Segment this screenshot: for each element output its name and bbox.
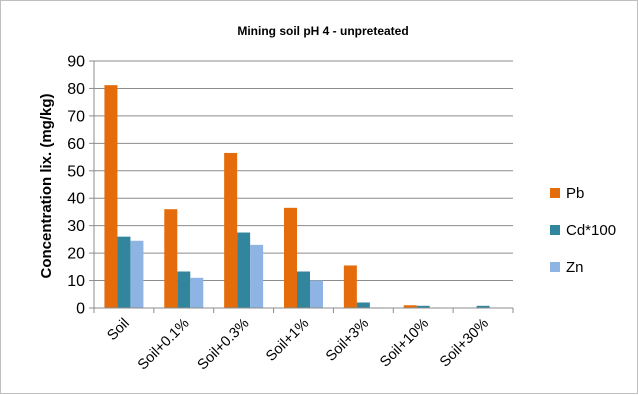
- y-tick-label: 70: [67, 108, 85, 125]
- legend-label: Zn: [566, 259, 584, 276]
- bar-pb-5: [403, 305, 417, 308]
- bar-zn-1: [190, 277, 204, 308]
- bar-cd100-1: [177, 271, 191, 308]
- bar-zn-2: [250, 244, 264, 308]
- legend-swatch: [550, 225, 560, 235]
- legend-label: Cd*100: [566, 222, 616, 239]
- x-tick-label: Soil+0.3%: [195, 315, 253, 373]
- x-tick-label: Soil+3%: [323, 315, 372, 364]
- x-tick-label: Soil+0.1%: [135, 315, 193, 373]
- y-tick-label: 10: [67, 273, 85, 290]
- y-tick-label: 90: [67, 54, 85, 71]
- legend-swatch: [550, 262, 560, 272]
- x-tick-label: Soil: [104, 316, 132, 344]
- chart-title: Mining soil pH 4 - unpreteated: [237, 24, 408, 38]
- bar-cd100-4: [356, 302, 370, 308]
- y-tick-label: 30: [67, 218, 85, 235]
- x-tick-label: Soil+30%: [437, 315, 492, 370]
- x-tick-label: Soil+1%: [263, 315, 312, 364]
- y-axis: 0 10 20 30 40 50 60 70 80 90: [67, 54, 95, 318]
- bar-cd100-5: [416, 305, 430, 308]
- y-tick-label: 40: [67, 191, 85, 208]
- bar-pb-3: [284, 207, 297, 308]
- bar-cd100-6: [476, 305, 490, 308]
- gridlines: [94, 60, 513, 282]
- legend: Pb Cd*100 Zn: [550, 185, 616, 276]
- bar-pb-4: [343, 265, 357, 308]
- x-tick-label: Soil+10%: [377, 315, 432, 370]
- legend-label: Pb: [566, 185, 584, 202]
- bar-cd100-3: [297, 271, 310, 308]
- bar-pb-2: [224, 152, 238, 308]
- y-axis-label: Concentration lix. (mg/kg): [38, 93, 55, 278]
- y-tick-label: 0: [76, 301, 85, 318]
- y-tick-label: 60: [67, 136, 85, 153]
- x-axis: Soil Soil+0.1% Soil+0.3% Soil+1% Soil+3% Soil…: [93, 307, 514, 373]
- y-tick-label: 50: [67, 163, 85, 180]
- bar-cd100-0: [117, 236, 131, 308]
- bar-cd100-2: [237, 232, 251, 308]
- legend-swatch: [550, 188, 560, 198]
- y-tick-label: 20: [67, 246, 85, 263]
- bar-pb-1: [164, 209, 178, 308]
- bar-pb-0: [104, 85, 118, 308]
- bar-zn-0: [130, 240, 144, 308]
- bar-zn-3: [310, 280, 323, 308]
- y-tick-label: 80: [67, 81, 85, 98]
- bars: [104, 85, 490, 308]
